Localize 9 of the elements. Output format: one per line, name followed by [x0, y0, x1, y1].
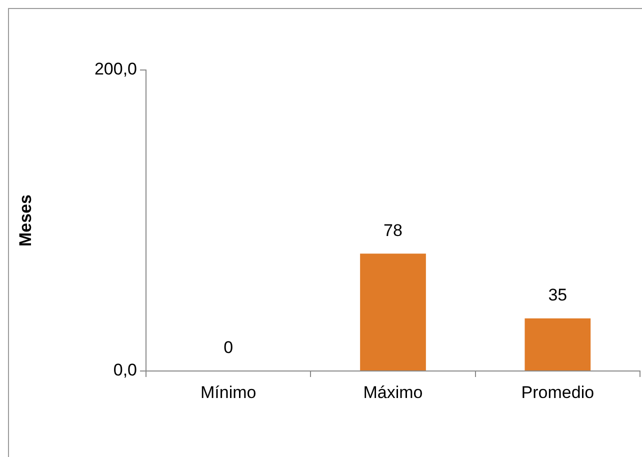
y-tick-label: 200,0	[94, 60, 137, 79]
y-tick-label: 0,0	[113, 360, 137, 380]
data-label: 0	[224, 338, 234, 358]
data-label: 35	[548, 286, 568, 305]
y-axis-title: Meses	[16, 194, 35, 246]
x-tick-label: Promedio	[521, 382, 594, 402]
data-label: 78	[384, 220, 402, 240]
x-tick-label: Máximo	[363, 382, 423, 402]
x-tick-label: Mínimo	[200, 382, 256, 402]
